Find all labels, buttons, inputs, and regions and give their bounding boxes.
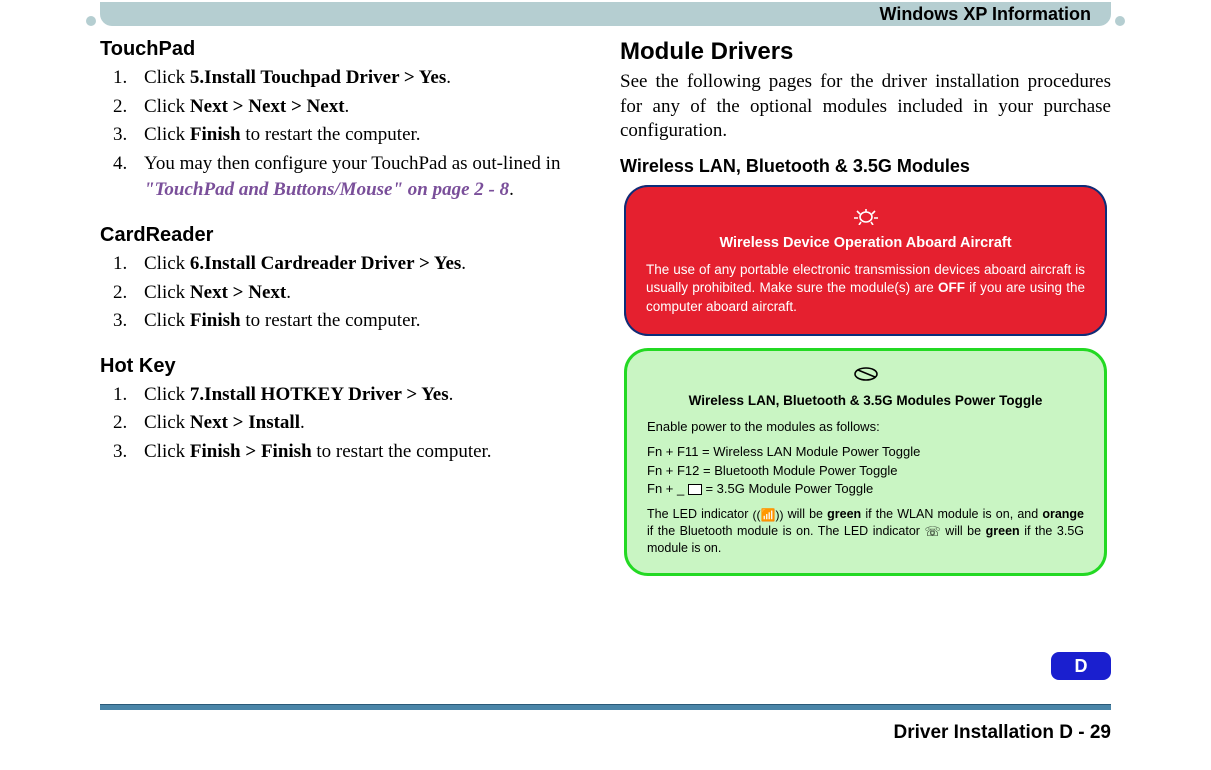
module-intro: See the following pages for the driver i… <box>620 70 1111 144</box>
list-item: Click Next > Install. <box>132 410 580 437</box>
wlan-heading: Wireless LAN, Bluetooth & 3.5G Modules <box>620 156 1111 177</box>
list-item: Click Next > Next. <box>132 280 580 307</box>
tip-box: Wireless LAN, Bluetooth & 3.5G Modules P… <box>624 348 1107 576</box>
key-icon <box>688 484 702 495</box>
module-drivers-heading: Module Drivers <box>620 38 1111 66</box>
list-item: Click Finish to restart the computer. <box>132 122 580 149</box>
toggle-row: Fn + F12 = Bluetooth Module Power Toggle <box>647 462 1084 480</box>
list-item: Click 6.Install Cardreader Driver > Yes. <box>132 251 580 278</box>
cardreader-heading: CardReader <box>100 224 580 247</box>
page-link[interactable]: "TouchPad and Buttons/Mouse" on page 2 -… <box>144 179 509 200</box>
tip-body: Enable power to the modules as follows: … <box>647 418 1084 557</box>
toggle-row: Fn + F11 = Wireless LAN Module Power Tog… <box>647 443 1084 461</box>
touchpad-heading: TouchPad <box>100 38 580 61</box>
list-item: Click Finish > Finish to restart the com… <box>132 439 580 466</box>
header-title: Windows XP Information <box>879 4 1091 25</box>
footer-rule <box>100 704 1111 710</box>
cardreader-steps: Click 6.Install Cardreader Driver > Yes.… <box>100 251 580 335</box>
list-item: You may then configure your TouchPad as … <box>132 151 580 204</box>
content: TouchPad Click 5.Install Touchpad Driver… <box>0 26 1211 576</box>
section-tab: D <box>1051 652 1111 680</box>
warning-body: The use of any portable electronic trans… <box>646 261 1085 316</box>
touchpad-steps: Click 5.Install Touchpad Driver > Yes. C… <box>100 65 580 204</box>
hotkey-steps: Click 7.Install HOTKEY Driver > Yes. Cli… <box>100 382 580 466</box>
tip-led: The LED indicator ((📶)) will be green if… <box>647 506 1084 557</box>
tip-intro: Enable power to the modules as follows: <box>647 418 1084 436</box>
right-column: Module Drivers See the following pages f… <box>620 38 1111 576</box>
left-column: TouchPad Click 5.Install Touchpad Driver… <box>100 38 580 576</box>
tip-toggles: Fn + F11 = Wireless LAN Module Power Tog… <box>647 443 1084 498</box>
alert-icon <box>646 203 1085 231</box>
page-header: Windows XP Information <box>100 2 1111 26</box>
list-item: Click 5.Install Touchpad Driver > Yes. <box>132 65 580 92</box>
toggle-row: Fn + _ = 3.5G Module Power Toggle <box>647 480 1084 498</box>
list-item: Click Next > Next > Next. <box>132 94 580 121</box>
list-item: Click Finish to restart the computer. <box>132 308 580 335</box>
footer-text: Driver Installation D - 29 <box>893 722 1111 744</box>
antenna-icon: ((📶)) <box>753 507 784 523</box>
phone-icon: ☏ <box>925 523 941 541</box>
list-item: Click 7.Install HOTKEY Driver > Yes. <box>132 382 580 409</box>
warning-title: Wireless Device Operation Aboard Aircraf… <box>646 235 1085 251</box>
warning-box: Wireless Device Operation Aboard Aircraf… <box>624 185 1107 336</box>
tip-title: Wireless LAN, Bluetooth & 3.5G Modules P… <box>647 393 1084 408</box>
header-dot-right <box>1115 16 1125 26</box>
hotkey-heading: Hot Key <box>100 355 580 378</box>
note-icon <box>647 365 1084 389</box>
header-dot-left <box>86 16 96 26</box>
